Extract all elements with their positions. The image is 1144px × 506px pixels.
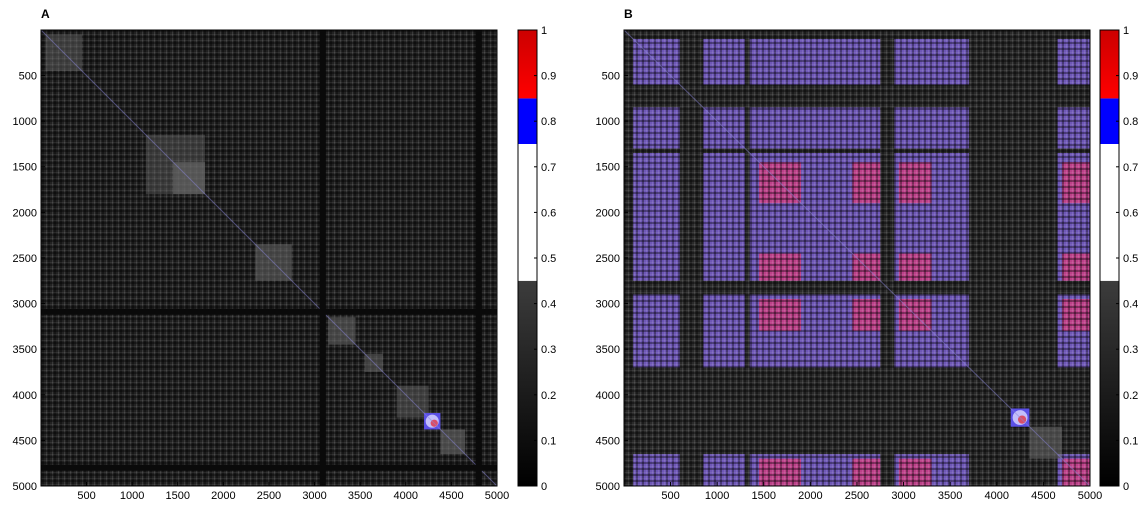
colorbar-segment	[1100, 98, 1119, 144]
colorbar-segment	[518, 30, 537, 99]
colorbar-tick-label: 0.5	[1123, 253, 1138, 265]
x-tick-label: 2500	[845, 490, 869, 502]
y-tick-label: 1000	[13, 116, 37, 128]
dark-band-vertical	[319, 30, 326, 486]
y-tick-label: 4000	[596, 390, 620, 402]
colorbar-tick-label: 0.7	[1123, 162, 1138, 174]
x-tick-label: 2500	[257, 490, 281, 502]
colorbar-tick-label: 0.3	[1123, 344, 1138, 356]
y-tick-label: 4500	[13, 435, 37, 447]
colorbar-segment	[1100, 280, 1119, 486]
y-tick-label: 1500	[13, 162, 37, 174]
colorbar-tick-label: 0.2	[541, 390, 556, 402]
x-tick-label: 4000	[394, 490, 418, 502]
x-tick-label: 500	[77, 490, 95, 502]
colorbar-segment	[518, 144, 537, 281]
y-tick-label: 4500	[596, 435, 620, 447]
colorbar-tick-label: 1	[1123, 25, 1129, 37]
y-tick-label: 2000	[13, 207, 37, 219]
dark-band-horizontal	[41, 308, 497, 315]
colorbar-tick-label: 0.4	[541, 299, 556, 311]
colorbar-tick-label: 0.1	[1123, 435, 1138, 447]
y-tick-label: 5000	[13, 481, 37, 493]
colorbar-segment	[518, 280, 537, 486]
colorbar-tick-label: 0.9	[1123, 71, 1138, 83]
colorbar-tick-label: 0.7	[541, 162, 556, 174]
x-tick-label: 4000	[985, 490, 1009, 502]
x-tick-label: 4500	[439, 490, 463, 502]
y-tick-label: 5000	[596, 481, 620, 493]
heatmap-panel-a: 500 1000 1500 2000 2500 3000 3500 4000 4500 5000 5…	[13, 29, 509, 502]
colorbar-tick-label: 0	[541, 481, 547, 493]
colorbar-segment	[1100, 30, 1119, 99]
colorbar-tick-label: 0.1	[541, 435, 556, 447]
y-tick-label: 500	[19, 71, 37, 83]
colorbar-tick-label: 0	[1123, 481, 1129, 493]
y-tick-label: 2500	[13, 253, 37, 265]
x-tick-label: 2000	[798, 490, 822, 502]
y-tick-label: 1000	[596, 116, 620, 128]
y-tick-label: 1500	[596, 162, 620, 174]
x-tick-label: 3500	[938, 490, 962, 502]
colorbar-tick-label: 0.4	[1123, 299, 1138, 311]
colorbar-tick-label: 0.5	[541, 253, 556, 265]
x-tick-label: 3000	[302, 490, 326, 502]
colorbar-a: 0 0.1 0.2 0.3 0.4 0.5 0.6 0.7 0.8 0.9 1	[517, 25, 556, 493]
colorbar-tick-label: 0.2	[1123, 390, 1138, 402]
colorbar-tick-label: 0.8	[541, 116, 556, 128]
diagonal-line	[40, 29, 498, 487]
x-tick-label: 4500	[1031, 490, 1055, 502]
colorbar-segment	[518, 98, 537, 144]
colorbar-tick-label: 0.3	[541, 344, 556, 356]
panel-b-label: B	[624, 7, 633, 21]
y-tick-label: 3000	[596, 299, 620, 311]
y-tick-label: 3000	[13, 299, 37, 311]
colorbar-segment	[1100, 144, 1119, 281]
y-tick-label: 3500	[596, 344, 620, 356]
y-tick-label: 2500	[596, 253, 620, 265]
x-tick-label: 3000	[891, 490, 915, 502]
x-tick-label: 1500	[751, 490, 775, 502]
diagonal-line	[623, 29, 1091, 487]
colorbar-tick-label: 1	[541, 25, 547, 37]
colorbar-tick-label: 0.6	[541, 207, 556, 219]
x-tick-label: 1500	[165, 490, 189, 502]
heatmap-panel-b: 500 1000 1500 2000 2500 3000 3500 4000 4500 5000 5…	[596, 29, 1102, 502]
colorbar-b: 0 0.1 0.2 0.3 0.4 0.5 0.6 0.7 0.8 0.9 1	[1099, 25, 1138, 493]
y-tick-label: 500	[602, 71, 620, 83]
colorbar-tick-label: 0.8	[1123, 116, 1138, 128]
dark-band-vertical	[475, 30, 482, 486]
x-tick-label: 1000	[705, 490, 729, 502]
x-tick-label: 1000	[120, 490, 144, 502]
panel-a-label: A	[41, 7, 50, 21]
y-tick-label: 3500	[13, 344, 37, 356]
y-tick-label: 4000	[13, 390, 37, 402]
x-tick-label: 2000	[211, 490, 235, 502]
colorbar-tick-label: 0.9	[541, 71, 556, 83]
x-tick-label: 5000	[485, 490, 509, 502]
dark-band-horizontal	[41, 464, 497, 471]
y-tick-label: 2000	[596, 207, 620, 219]
x-tick-label: 3500	[348, 490, 372, 502]
colorbar-tick-label: 0.6	[1123, 207, 1138, 219]
x-tick-label: 500	[661, 490, 679, 502]
x-tick-label: 5000	[1078, 490, 1102, 502]
